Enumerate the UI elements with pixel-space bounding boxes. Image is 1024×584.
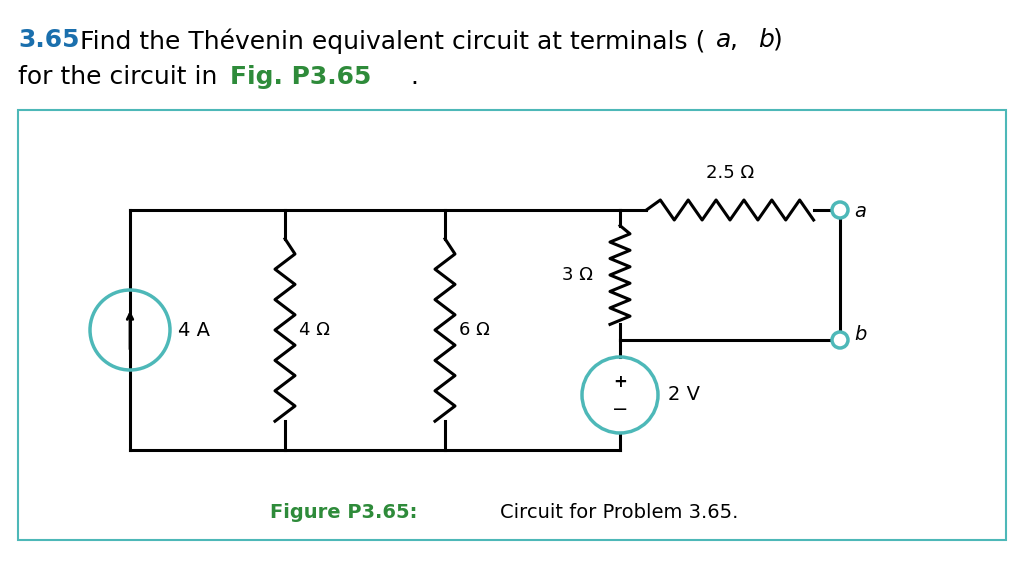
Circle shape: [831, 202, 848, 218]
Text: ,: ,: [730, 28, 746, 52]
Text: a: a: [854, 202, 866, 221]
Text: −: −: [611, 399, 628, 419]
Text: b: b: [758, 28, 774, 52]
Bar: [18, 110, 1006, 540]
Circle shape: [831, 332, 848, 348]
Text: for the circuit in: for the circuit in: [18, 65, 225, 89]
Text: +: +: [613, 373, 627, 391]
Text: 3 Ω: 3 Ω: [562, 266, 593, 284]
Text: Circuit for Problem 3.65.: Circuit for Problem 3.65.: [500, 502, 738, 522]
Text: .: .: [410, 65, 418, 89]
Text: Fig. P3.65: Fig. P3.65: [230, 65, 372, 89]
Text: 2 V: 2 V: [668, 385, 700, 405]
Text: 4 A: 4 A: [178, 321, 210, 339]
Text: Find the Thévenin equivalent circuit at terminals (: Find the Thévenin equivalent circuit at …: [80, 28, 706, 54]
Text: 3.65: 3.65: [18, 28, 80, 52]
Text: 4 Ω: 4 Ω: [299, 321, 330, 339]
Text: a: a: [716, 28, 731, 52]
Text: 6 Ω: 6 Ω: [459, 321, 489, 339]
Text: 2.5 Ω: 2.5 Ω: [706, 164, 754, 182]
Text: ): ): [773, 28, 782, 52]
Text: b: b: [854, 325, 866, 345]
Text: Figure P3.65:: Figure P3.65:: [270, 502, 418, 522]
